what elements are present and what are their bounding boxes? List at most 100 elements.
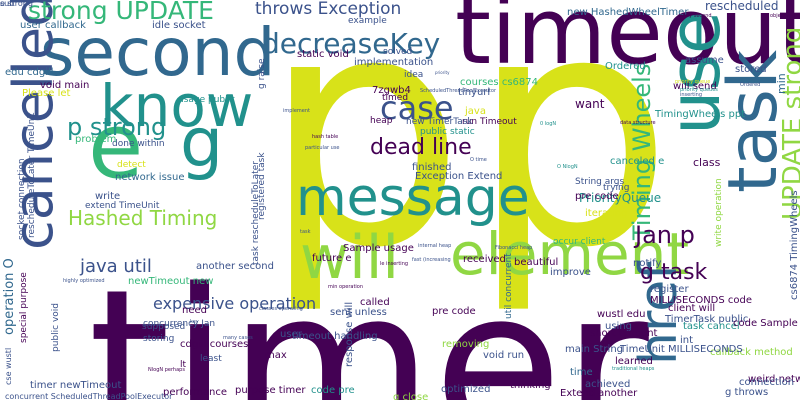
cloud-word: dead line (370, 137, 472, 159)
cloud-word: want (575, 98, 604, 110)
cloud-word: task rescheduleToLater (252, 161, 261, 265)
cloud-word: min operation (328, 285, 363, 290)
cloud-word: priority (435, 71, 449, 75)
cloud-word: canceled e (610, 157, 664, 167)
cloud-word: Exception Extend (415, 172, 502, 182)
cloud-word: performance (163, 388, 227, 398)
cloud-word: occur client (553, 238, 605, 247)
cloud-word: util concurrent (505, 253, 514, 319)
cloud-word: cse wustl (5, 348, 13, 385)
cloud-word: assume (685, 56, 724, 66)
cloud-word: Ordered (605, 62, 646, 72)
cloud-word: register (650, 285, 689, 295)
cloud-word: stored (735, 65, 767, 75)
cloud-word: classes operating (259, 307, 303, 312)
cloud-word: special purpose (20, 272, 29, 343)
cloud-word: TimeUnit MILLISECONDS (620, 345, 743, 355)
cloud-word: usage public (178, 96, 235, 105)
cloud-word: another second (196, 262, 274, 272)
cloud-word: g (180, 110, 223, 178)
cloud-word: least (200, 355, 222, 364)
cloud-word: supposed (142, 323, 185, 332)
cloud-word: data structure (620, 121, 656, 126)
cloud-word: public static (420, 128, 475, 137)
cloud-word: code Sample (733, 319, 798, 329)
cloud-word: timeout handling (292, 332, 378, 342)
cloud-word: Timing Wheels (630, 64, 654, 240)
cloud-word: max (265, 351, 287, 361)
cloud-word: example (348, 17, 387, 26)
cloud-word: key (190, 320, 199, 325)
cloud-word: notify (633, 259, 661, 269)
cloud-word: code pre (311, 386, 355, 396)
cloud-word: done within (112, 140, 165, 149)
cloud-word: inserting (680, 93, 702, 98)
cloud-word: ScheduledThreadPoolExecutor (420, 89, 496, 94)
cloud-word: g raise (258, 58, 267, 89)
cloud-word: timed (382, 94, 408, 103)
cloud-word: optimized (441, 385, 490, 395)
cloud-word: extend TimeUnit (85, 202, 159, 211)
cloud-word: le inserting (380, 262, 408, 267)
cloud-word: traditional heaps (612, 367, 654, 372)
cloud-word: cdgill courses (180, 340, 248, 350)
cloud-word: socket connection (18, 158, 27, 240)
cloud-word: particular use (305, 146, 340, 151)
cloud-word: heap (370, 117, 392, 126)
cloud-word: rescheduleToLater TimeUnit (28, 113, 37, 238)
cloud-word: thinking (510, 381, 551, 391)
cloud-word: Hashed Timing (68, 208, 217, 228)
cloud-word: task cancel (683, 322, 740, 332)
cloud-word: edu cdgill (5, 68, 54, 78)
cloud-word: static void (297, 50, 349, 60)
cloud-word: idea (404, 71, 423, 80)
cloud-word: main String (565, 345, 623, 355)
cloud-word: pre code (432, 307, 476, 317)
cloud-word: iterating (585, 209, 627, 219)
cloud-word: user callback (20, 21, 86, 31)
cloud-word: trying (603, 184, 629, 193)
cloud-word: removing (442, 340, 489, 350)
cloud-word: object (770, 14, 785, 19)
cloud-word: time (570, 368, 593, 378)
cloud-word: client will (668, 304, 715, 314)
cloud-word: java util (80, 258, 152, 276)
cloud-word: java (465, 107, 486, 117)
cloud-word: pre code (575, 192, 619, 202)
cloud-word: task (300, 230, 311, 235)
cloud-word: NlogN perhaps (148, 368, 185, 373)
cloud-word: problem (75, 135, 116, 145)
cloud-word: wustl edu (597, 310, 645, 320)
cloud-word: new HashedWheelTimer (567, 8, 688, 18)
cloud-word: operation O (3, 258, 16, 335)
cloud-word: min (776, 73, 787, 94)
cloud-word: g throws (725, 388, 768, 398)
cloud-word: Extend another (560, 389, 637, 399)
cloud-word: internal heap (418, 244, 451, 249)
cloud-word: e strong (0, 0, 33, 8)
cloud-word: O time (470, 158, 487, 163)
cloud-word: Please let (22, 89, 70, 99)
cloud-word: detect (117, 161, 146, 170)
cloud-word: Fibonacci heap (495, 246, 532, 251)
cloud-word: g close (393, 393, 428, 400)
cloud-word: write operation (715, 178, 724, 247)
cloud-word: implement (283, 109, 310, 114)
cloud-word: hash table (312, 135, 338, 140)
cloud-word: connection (739, 378, 794, 388)
cloud-word: sent unless (330, 308, 387, 318)
cloud-word: priority queue (675, 80, 710, 85)
cloud-word: purpose timer (235, 386, 306, 396)
cloud-word: O NlogN (557, 165, 578, 170)
cloud-word: Ordered (740, 83, 760, 88)
cloud-word: Sample usage (343, 244, 414, 254)
cloud-word: concurrent ScheduledThreadPoolExecutor (5, 393, 172, 400)
cloud-word: decreaseKey (262, 30, 440, 58)
cloud-word: fast (increasing (412, 258, 451, 263)
cloud-word: many cases (223, 336, 253, 341)
cloud-word: Jan p (635, 223, 695, 247)
cloud-word: storing (143, 335, 174, 344)
cloud-word: every second (678, 14, 712, 19)
cloud-word: new TimerTask (406, 118, 473, 127)
